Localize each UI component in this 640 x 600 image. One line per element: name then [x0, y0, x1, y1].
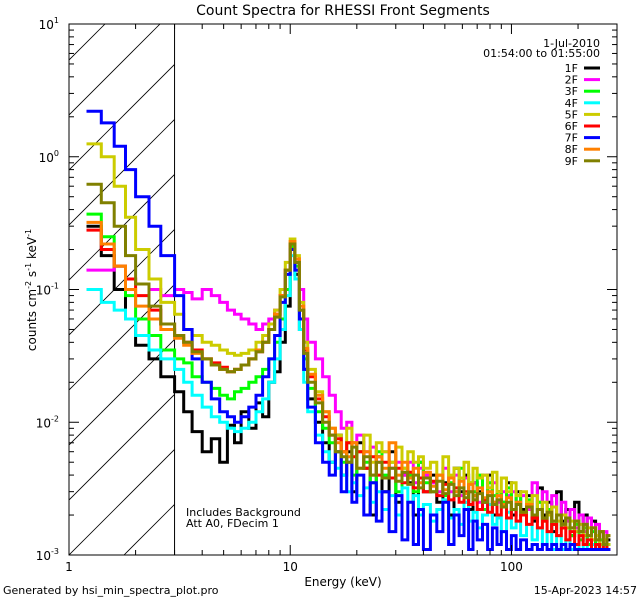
- legend-label-9F: 9F: [565, 155, 578, 168]
- series-line-9F: [86, 182, 611, 546]
- time-range-label: 01:54:00 to 01:55:00: [483, 47, 600, 60]
- legend-label-4F: 4F: [565, 97, 578, 110]
- hatch-line: [69, 24, 161, 116]
- footer-generated-by: Generated by hsi_min_spectra_plot.pro: [3, 584, 219, 597]
- hatch-line: [69, 24, 106, 61]
- legend-label-3F: 3F: [565, 85, 578, 98]
- legend-label-8F: 8F: [565, 143, 578, 156]
- y-tick-label: 100: [39, 149, 59, 165]
- hatch-line: [69, 393, 175, 501]
- y-tick-label: 10-3: [36, 547, 59, 563]
- chart-title: Count Spectra for RHESSI Front Segments: [196, 3, 490, 19]
- x-axis-label: Energy (keV): [304, 575, 381, 589]
- x-tick-label: 10: [283, 560, 298, 574]
- hatch-line: [69, 173, 175, 281]
- y-tick-label: 10-2: [36, 414, 59, 430]
- hatch-line: [69, 448, 175, 555]
- spectra-series: [86, 109, 611, 551]
- date-label: 1-Jul-2010: [543, 37, 600, 50]
- axis-ticks: [68, 24, 618, 556]
- y-tick-label: 101: [39, 16, 59, 32]
- series-line-7F: [86, 109, 611, 551]
- note-attenuator: Att A0, FDecim 1: [186, 517, 279, 530]
- y-axis-label: counts cm-2 s-1 keV-1: [24, 229, 39, 351]
- y-tick-label: 10-1: [36, 282, 59, 298]
- legend-label-7F: 7F: [565, 132, 578, 145]
- note-background: Includes Background: [186, 506, 301, 519]
- legend-label-5F: 5F: [565, 108, 578, 121]
- legend-label-6F: 6F: [565, 120, 578, 133]
- axis-tick-labels: 1 10 100 10-3 10-2 10-1 100 101: [36, 16, 523, 574]
- x-tick-label: 100: [500, 560, 523, 574]
- footer-timestamp: 15-Apr-2023 14:57: [534, 584, 637, 597]
- x-tick-label: 1: [65, 560, 73, 574]
- legend-label-2F: 2F: [565, 74, 578, 87]
- legend-label-1F: 1F: [565, 62, 578, 75]
